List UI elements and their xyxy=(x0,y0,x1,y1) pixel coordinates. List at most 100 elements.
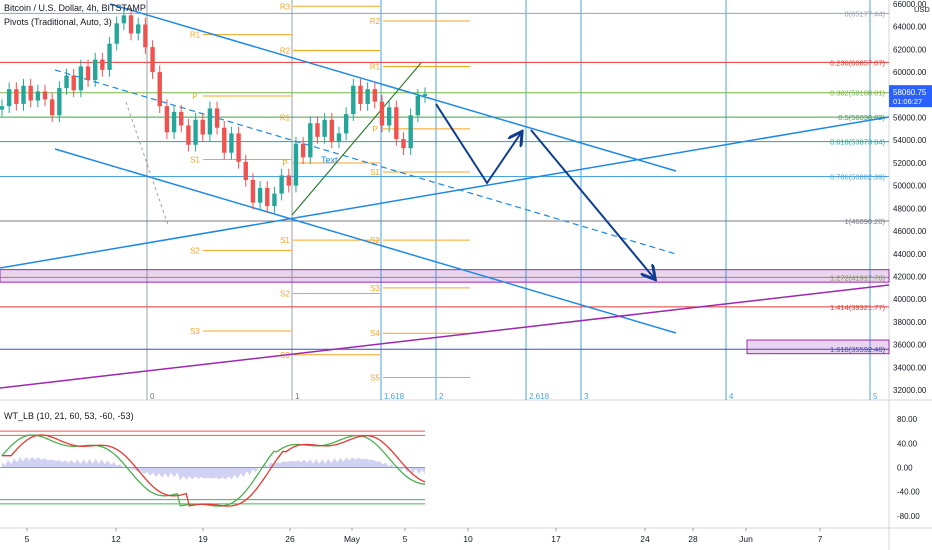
currency-label: USD xyxy=(914,5,930,14)
candle-body xyxy=(315,123,320,137)
pivot-label: S2 xyxy=(280,290,290,299)
pivot-label: R2 xyxy=(370,17,381,26)
candle-body xyxy=(279,175,284,194)
fib-level-label: 0(65177.44) xyxy=(845,9,886,18)
candle-body xyxy=(415,95,421,116)
green-trendline xyxy=(291,62,422,216)
oscillator-label[interactable]: WT_LB (10, 21, 60, 53, -60, -53) xyxy=(4,411,134,421)
pivot-label: S1 xyxy=(190,156,200,165)
current-price-value: 58060.75 xyxy=(893,88,927,97)
purple-support-line xyxy=(0,284,890,389)
candle-body xyxy=(243,161,248,180)
price-tick-label: 66000.00 xyxy=(893,0,927,9)
candle-body xyxy=(408,115,413,149)
candle-body xyxy=(0,106,5,110)
osc-tick-label: 0.00 xyxy=(897,464,913,473)
candle-body xyxy=(114,23,119,44)
candle-body xyxy=(128,15,134,34)
text-annotation: Text xyxy=(321,155,338,165)
osc-tick-label: -80.00 xyxy=(897,512,920,521)
pivot-label: S2 xyxy=(370,236,380,245)
fib-level-label: 0.786(50802.39) xyxy=(830,173,886,182)
time-tick-label: 10 xyxy=(463,534,473,544)
osc-tick-label: 80.00 xyxy=(897,415,918,424)
fib-level-label: 0.618(53873.64) xyxy=(830,138,886,147)
fib-time-label: 1 xyxy=(295,392,300,401)
fib-level-label: 1(46890.20) xyxy=(845,217,886,226)
price-tick-label: 60000.00 xyxy=(893,68,927,77)
candle-body xyxy=(336,133,342,142)
candle-body xyxy=(351,85,356,115)
candle-body xyxy=(372,89,378,102)
candle-body xyxy=(28,85,33,101)
price-tick-label: 50000.00 xyxy=(893,182,927,191)
fib-time-label: 3 xyxy=(584,392,589,401)
candle-body xyxy=(322,119,327,137)
pivot-label: S1 xyxy=(280,236,290,245)
candle-body xyxy=(136,24,141,34)
price-tick-label: 56000.00 xyxy=(893,114,927,123)
ascending-trendline xyxy=(0,116,890,269)
grey-dashed-line xyxy=(125,101,169,226)
candle-body xyxy=(100,59,105,70)
time-tick-label: 12 xyxy=(111,534,121,544)
time-tick-label: 28 xyxy=(688,534,698,544)
candle-body xyxy=(293,143,299,186)
price-tick-label: 44000.00 xyxy=(893,250,927,259)
candle-body xyxy=(207,108,213,135)
fib-time-label: 0 xyxy=(150,392,155,401)
price-tick-label: 34000.00 xyxy=(893,363,927,372)
pivot-label: R1 xyxy=(190,31,201,40)
candle-body xyxy=(386,107,392,126)
candle-body xyxy=(150,47,155,73)
candle-body xyxy=(343,114,349,134)
candle-body xyxy=(49,99,55,116)
price-tick-label: 54000.00 xyxy=(893,136,927,145)
channel-midline xyxy=(54,69,677,255)
fib-level-label: 0.236(60857.07) xyxy=(830,58,886,67)
candle-body xyxy=(365,89,370,104)
pivot-label: P xyxy=(192,92,197,101)
descending-trendline-lower xyxy=(54,148,677,334)
candle-body xyxy=(286,175,291,186)
pivot-label: R3 xyxy=(280,2,291,11)
candle-body xyxy=(222,127,227,153)
candle-body xyxy=(214,108,220,128)
projection-arrow-bounce xyxy=(435,103,521,185)
pivot-label: R2 xyxy=(280,47,291,56)
pivots-indicator-label[interactable]: Pivots (Traditional, Auto, 3) xyxy=(4,17,112,27)
current-price-tag xyxy=(889,85,932,108)
time-tick-label: 17 xyxy=(551,534,561,544)
candle-body xyxy=(379,101,385,126)
candle-body xyxy=(6,89,12,107)
candle-body xyxy=(107,43,112,70)
candle-body xyxy=(64,75,69,89)
time-tick-label: May xyxy=(344,534,361,544)
candle-body xyxy=(308,123,313,158)
fib-time-label: 2 xyxy=(439,392,444,401)
projection-arrow-drop xyxy=(530,129,654,278)
candle-body xyxy=(78,66,84,91)
price-tick-label: 38000.00 xyxy=(893,318,927,327)
candle-body xyxy=(229,133,234,153)
price-tick-label: 42000.00 xyxy=(893,272,927,281)
candle-body xyxy=(179,111,184,126)
osc-momentum-area xyxy=(2,456,425,481)
candle-body xyxy=(193,119,198,145)
descending-trendline-upper xyxy=(109,3,677,172)
candle-body xyxy=(71,75,76,91)
time-tick-label: 7 xyxy=(818,534,823,544)
candle-body xyxy=(157,72,162,107)
fib-level-label: 1.272(41917.70) xyxy=(830,273,886,282)
candle-body xyxy=(200,119,205,135)
candle-body xyxy=(265,187,270,207)
fib-level-label: 1.618(35592.40) xyxy=(830,345,886,354)
pivot-label: S3 xyxy=(370,284,380,293)
osc-tick-label: 40.00 xyxy=(897,439,918,448)
candle-body xyxy=(422,94,428,96)
candle-body xyxy=(93,59,98,81)
fib-time-label: 2.618 xyxy=(529,392,550,401)
candle-body xyxy=(35,91,41,101)
